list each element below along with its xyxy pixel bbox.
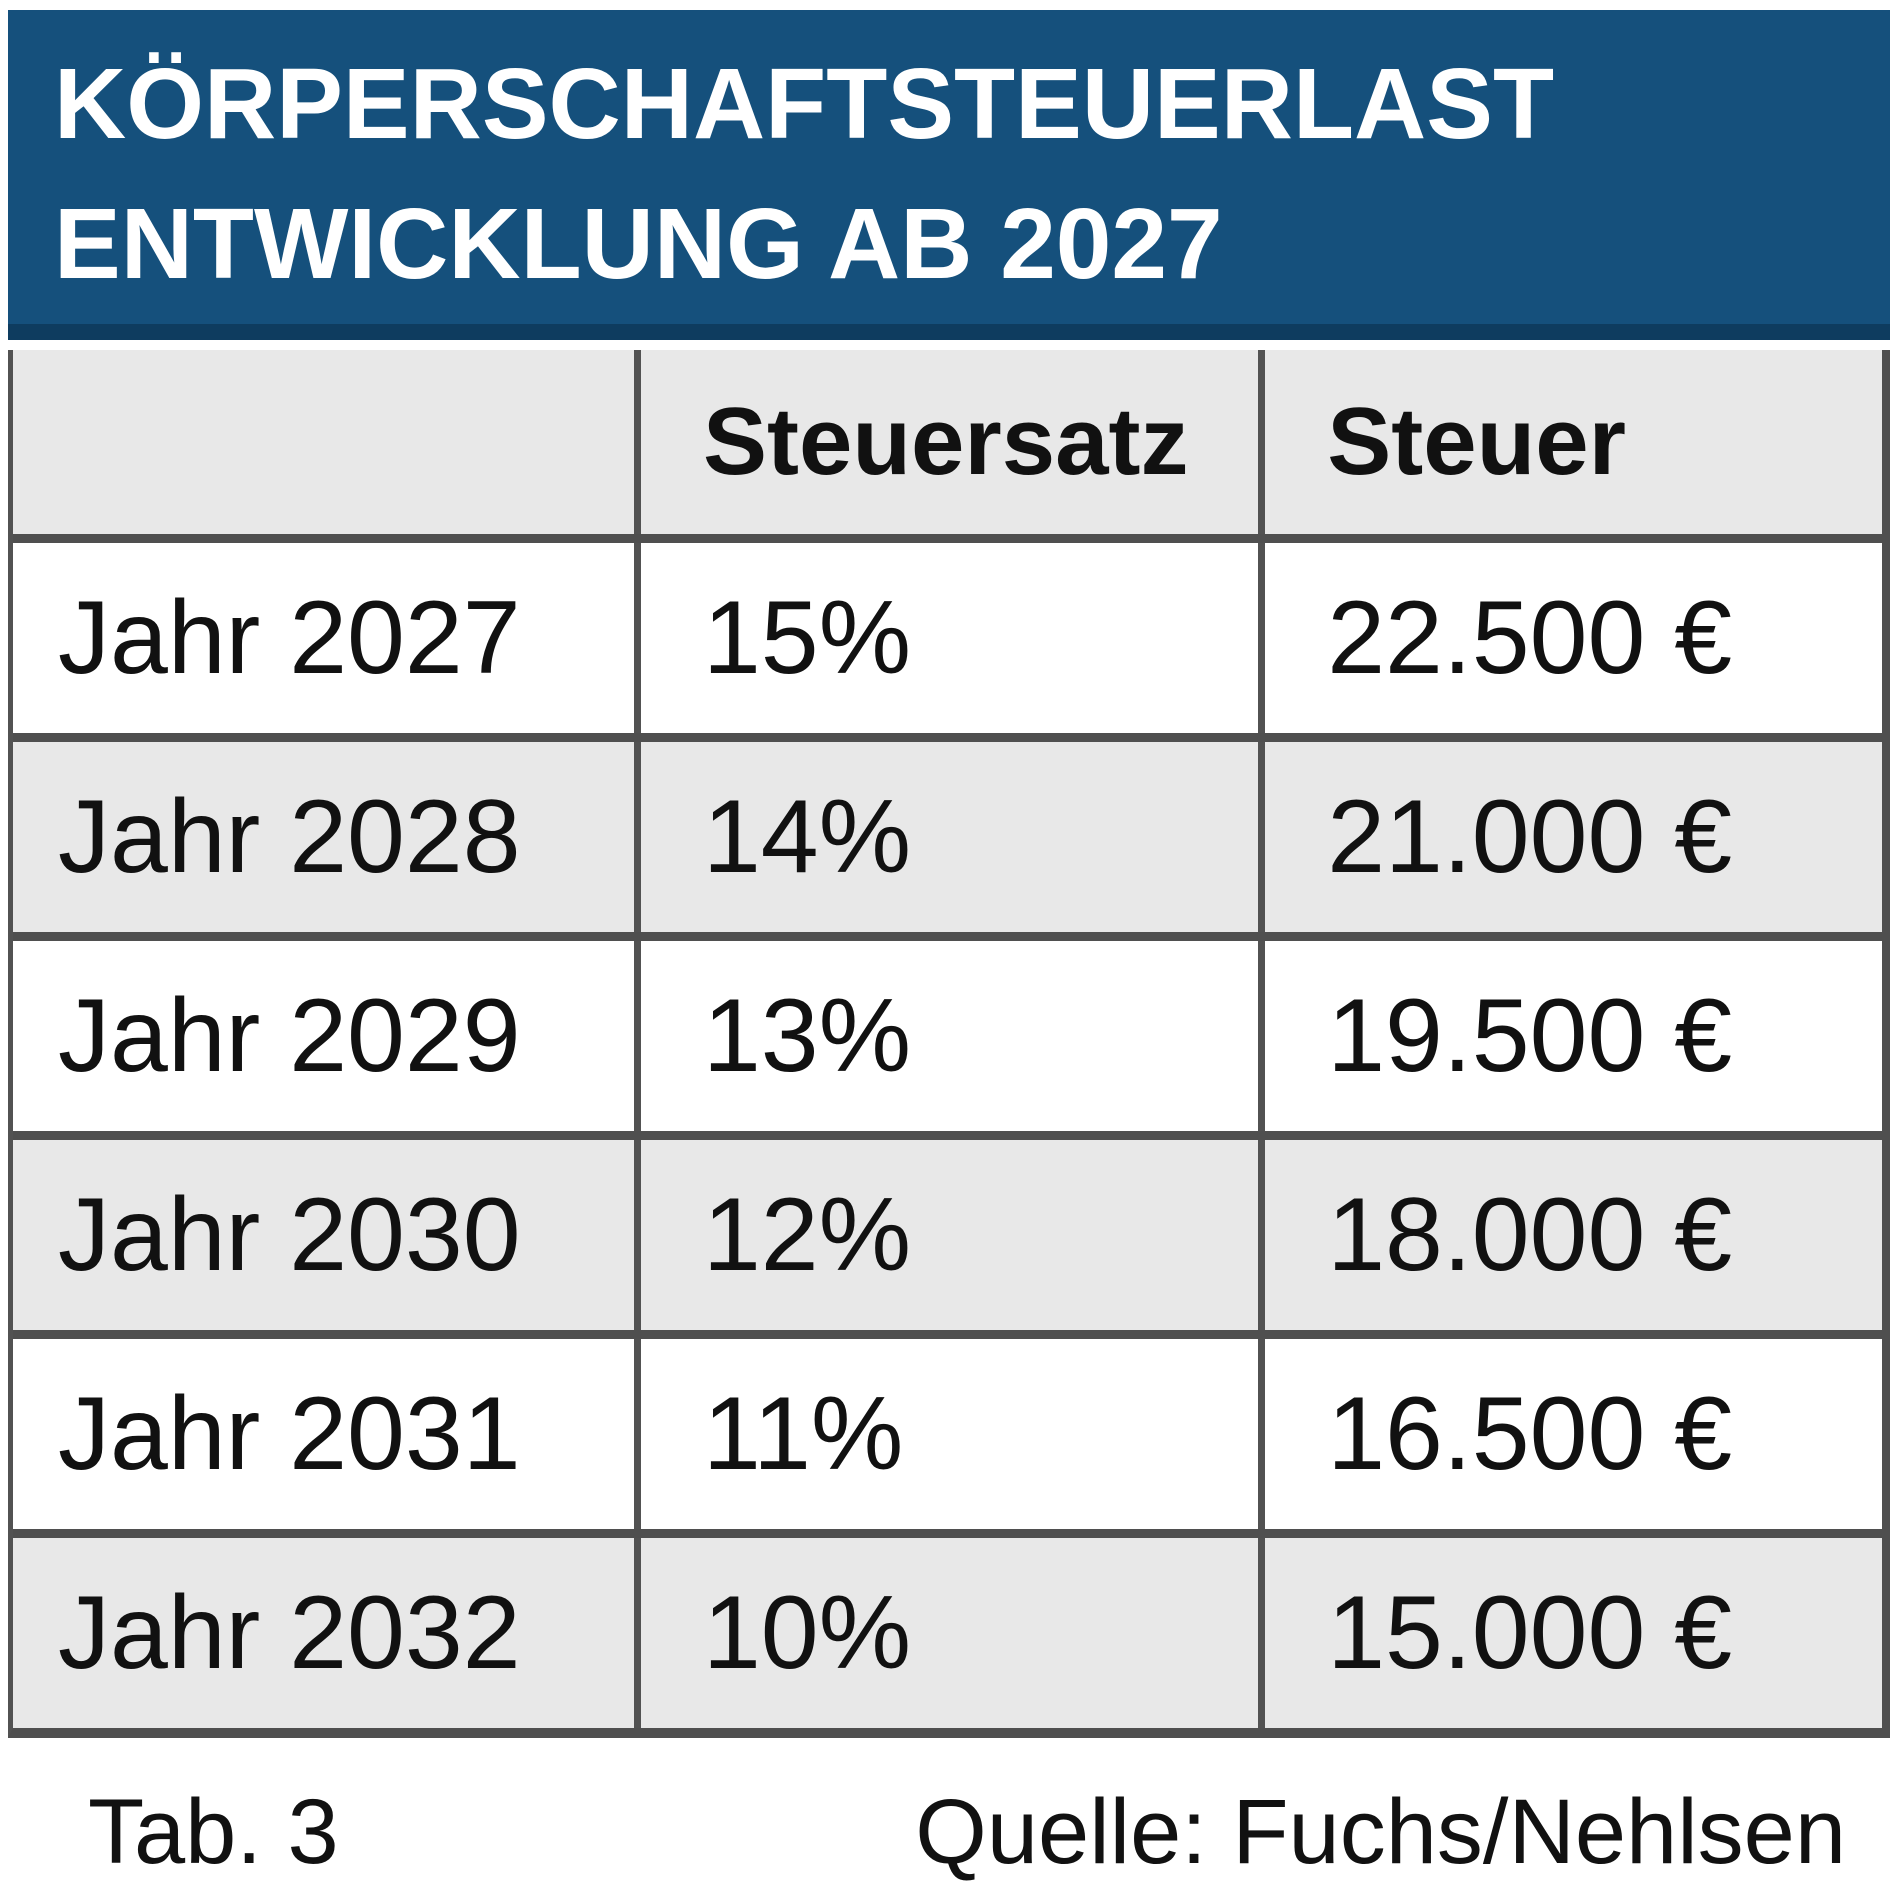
tax-cell: 15.000 € [1327, 1574, 1733, 1691]
table-row-2030: Jahr 2030 12% 18.000 € [13, 1131, 1882, 1330]
table-row-2029: Jahr 2029 13% 19.500 € [13, 932, 1882, 1131]
title-banner: KÖRPERSCHAFTSTEUERLAST ENTWICKLUNG AB 20… [8, 10, 1890, 340]
rate-cell: 14% [641, 742, 1266, 932]
header-cell-empty [13, 350, 641, 534]
rate-cell: 15% [641, 543, 1266, 733]
tax-cell: 21.000 € [1327, 778, 1733, 895]
corporate-tax-table: Steuersatz Steuer Jahr 2027 15% 22.500 €… [8, 350, 1890, 1738]
year-cell: Jahr 2027 [13, 543, 641, 733]
tax-cell: 22.500 € [1327, 579, 1733, 696]
table-body: Jahr 2027 15% 22.500 € Jahr 2028 14% 21.… [13, 534, 1882, 1728]
rate-cell: 12% [641, 1140, 1266, 1330]
table-row-2032: Jahr 2032 10% 15.000 € [13, 1529, 1882, 1728]
table-row-2031: Jahr 2031 11% 16.500 € [13, 1330, 1882, 1529]
caption-row: Tab. 3 Quelle: Fuchs/Nehlsen [8, 1738, 1890, 1885]
tax-cell: 16.500 € [1327, 1375, 1733, 1492]
source-label: Quelle: Fuchs/Nehlsen [915, 1781, 1846, 1883]
year-cell: Jahr 2028 [13, 742, 641, 932]
banner-table-gap [8, 340, 1890, 350]
year-cell: Jahr 2030 [13, 1140, 641, 1330]
year-cell: Jahr 2029 [13, 941, 641, 1131]
table-row-2028: Jahr 2028 14% 21.000 € [13, 733, 1882, 932]
title-line-1: KÖRPERSCHAFTSTEUERLAST [54, 48, 1555, 160]
rate-cell: 13% [641, 941, 1266, 1131]
table-number-label: Tab. 3 [88, 1781, 339, 1883]
table-row-2027: Jahr 2027 15% 22.500 € [13, 534, 1882, 733]
tax-cell: 18.000 € [1327, 1176, 1733, 1293]
year-cell: Jahr 2032 [13, 1538, 641, 1728]
tax-cell: 19.500 € [1327, 977, 1733, 1094]
header-cell-steuersatz: Steuersatz [641, 350, 1266, 534]
table-header-row: Steuersatz Steuer [13, 350, 1882, 534]
title-line-2: ENTWICKLUNG AB 2027 [54, 188, 1223, 300]
rate-cell: 10% [641, 1538, 1266, 1728]
rate-cell: 11% [641, 1339, 1266, 1529]
year-cell: Jahr 2031 [13, 1339, 641, 1529]
header-cell-steuer: Steuer [1327, 388, 1626, 495]
